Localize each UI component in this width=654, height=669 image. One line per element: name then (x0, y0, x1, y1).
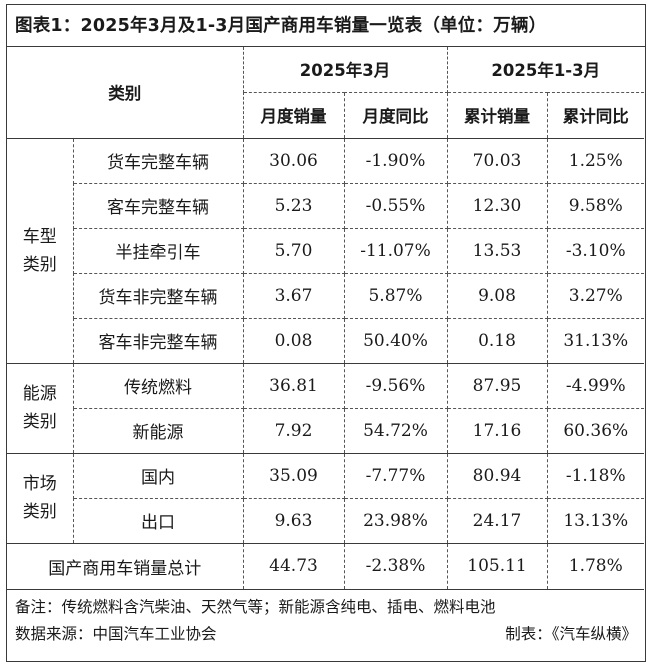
ytd-sales: 70.03 (447, 138, 548, 184)
group-label-line2: 类别 (22, 254, 57, 275)
monthly-yoy: -7.77% (344, 453, 448, 499)
ytd-sales: 0.18 (447, 318, 548, 364)
ytd-sales: 13.53 (447, 228, 548, 274)
group-label-line1: 车型 (22, 226, 57, 247)
maker-note: 制表：《汽车纵横》 (505, 624, 637, 643)
ytd-sales: 9.08 (447, 273, 548, 319)
monthly-yoy: -1.90% (344, 138, 448, 184)
figure-title: 图表1：2025年3月及1-3月国产商用车销量一览表（单位：万辆） (7, 5, 645, 47)
ytd-yoy: 60.36% (547, 408, 645, 454)
col-monthly-sales: 月度销量 (243, 92, 345, 139)
table-row: 能源 类别 传统燃料 36.81 -9.56% 87.95 -4.99% (7, 363, 645, 454)
monthly-sales: 3.67 (243, 273, 345, 319)
period-month-header: 2025年3月 (243, 47, 448, 93)
group-label-line1: 市场 (22, 474, 57, 494)
row-item: 国内 (73, 453, 244, 499)
ytd-yoy: 3.27% (547, 273, 645, 319)
monthly-yoy: 23.98% (344, 498, 448, 544)
row-item: 货车非完整车辆 (73, 273, 244, 319)
table-row: 客车非完整车辆 0.08 50.40% 0.18 31.13% (7, 318, 645, 364)
ytd-yoy: 9.58% (547, 183, 645, 229)
footnotes: 备注：传统燃料含汽柴油、天然气等；新能源含纯电、插电、燃料电池 数据来源：中国汽… (7, 590, 645, 648)
col-ytd-sales: 累计销量 (447, 92, 548, 139)
monthly-sales: 5.70 (243, 228, 345, 274)
source-note: 数据来源：中国汽车工业协会 (15, 624, 217, 643)
sales-table: 类别 2025年3月 2025年1-3月 月度销量 月度同比 累计销量 累计同比… (7, 47, 645, 590)
monthly-sales: 35.09 (243, 453, 345, 499)
table-figure: 图表1：2025年3月及1-3月国产商用车销量一览表（单位：万辆） 类别 202… (6, 4, 646, 662)
header-row-columns: 月度销量 月度同比 累计销量 累计同比 (7, 92, 645, 139)
total-ytd-sales: 105.11 (447, 543, 548, 590)
group-label-line2: 类别 (22, 502, 57, 522)
source-row: 数据来源：中国汽车工业协会 制表：《汽车纵横》 (15, 621, 637, 648)
table-row: 车型 类别 货车完整车辆 30.06 -1.90% 70.03 1.25% (7, 138, 645, 364)
ytd-sales: 17.16 (447, 408, 548, 454)
ytd-yoy: 31.13% (547, 318, 645, 364)
monthly-sales: 36.81 (243, 363, 345, 409)
monthly-yoy: -9.56% (344, 363, 448, 409)
monthly-sales: 9.63 (243, 498, 345, 544)
header-row-periods: 类别 2025年3月 2025年1-3月 (7, 47, 645, 139)
ytd-yoy: -4.99% (547, 363, 645, 409)
remark-note: 备注：传统燃料含汽柴油、天然气等；新能源含纯电、插电、燃料电池 (15, 597, 496, 616)
monthly-sales: 30.06 (243, 138, 345, 184)
row-item: 半挂牵引车 (73, 228, 244, 274)
row-item: 客车非完整车辆 (73, 318, 244, 364)
group-label-line1: 能源 (22, 384, 57, 404)
ytd-yoy: 13.13% (547, 498, 645, 544)
monthly-yoy: -11.07% (344, 228, 448, 274)
ytd-yoy: -1.18% (547, 453, 645, 499)
monthly-yoy: 50.40% (344, 318, 448, 364)
group-vehicle-type: 车型 类别 (7, 138, 74, 364)
table-row: 货车非完整车辆 3.67 5.87% 9.08 3.27% (7, 273, 645, 319)
group-market-type: 市场 类别 (7, 453, 74, 544)
row-item: 货车完整车辆 (73, 138, 244, 184)
row-item: 客车完整车辆 (73, 183, 244, 229)
table-row: 市场 类别 国内 35.09 -7.77% 80.94 -1.18% (7, 453, 645, 544)
monthly-yoy: 54.72% (344, 408, 448, 454)
total-monthly-sales: 44.73 (243, 543, 345, 590)
monthly-yoy: 5.87% (344, 273, 448, 319)
ytd-yoy: -3.10% (547, 228, 645, 274)
monthly-yoy: -0.55% (344, 183, 448, 229)
total-monthly-yoy: -2.38% (344, 543, 448, 590)
table-row: 客车完整车辆 5.23 -0.55% 12.30 9.58% (7, 183, 645, 229)
ytd-yoy: 1.25% (547, 138, 645, 184)
period-ytd-header: 2025年1-3月 (447, 47, 645, 93)
table-row: 半挂牵引车 5.70 -11.07% 13.53 -3.10% (7, 228, 645, 274)
monthly-sales: 5.23 (243, 183, 345, 229)
group-energy-type: 能源 类别 (7, 363, 74, 454)
group-label-line2: 类别 (22, 412, 57, 432)
ytd-sales: 80.94 (447, 453, 548, 499)
ytd-sales: 87.95 (447, 363, 548, 409)
col-ytd-yoy: 累计同比 (547, 92, 645, 139)
total-row: 国产商用车销量总计 44.73 -2.38% 105.11 1.78% (7, 543, 645, 590)
total-ytd-yoy: 1.78% (547, 543, 645, 590)
table-row: 新能源 7.92 54.72% 17.16 60.36% (7, 408, 645, 454)
category-header: 类别 (7, 47, 244, 139)
total-label: 国产商用车销量总计 (7, 543, 244, 590)
monthly-sales: 0.08 (243, 318, 345, 364)
col-monthly-yoy: 月度同比 (344, 92, 448, 139)
monthly-sales: 7.92 (243, 408, 345, 454)
row-item: 出口 (73, 498, 244, 544)
ytd-sales: 12.30 (447, 183, 548, 229)
row-item: 传统燃料 (73, 363, 244, 409)
row-item: 新能源 (73, 408, 244, 454)
ytd-sales: 24.17 (447, 498, 548, 544)
table-row: 出口 9.63 23.98% 24.17 13.13% (7, 498, 645, 544)
